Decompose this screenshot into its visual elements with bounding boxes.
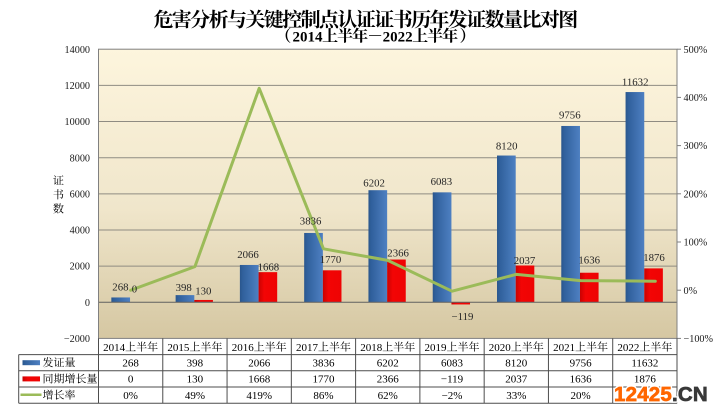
svg-text:0%: 0% — [684, 286, 698, 297]
svg-text:11632: 11632 — [631, 357, 658, 369]
svg-text:500%: 500% — [684, 45, 708, 56]
svg-text:1668: 1668 — [248, 374, 271, 386]
svg-text:268: 268 — [122, 357, 139, 369]
svg-text:2018: 2018 — [360, 342, 383, 354]
svg-text:14000: 14000 — [65, 45, 90, 56]
svg-text:2021: 2021 — [553, 342, 575, 354]
svg-text:2022: 2022 — [617, 342, 639, 354]
svg-text:6202: 6202 — [377, 357, 399, 369]
svg-text:0: 0 — [132, 284, 137, 296]
svg-text:268: 268 — [112, 281, 128, 293]
svg-text:2066: 2066 — [237, 249, 259, 261]
svg-text:−2000: −2000 — [64, 334, 90, 345]
svg-text:0: 0 — [128, 374, 134, 386]
svg-text:398: 398 — [187, 357, 204, 369]
svg-text:33%: 33% — [506, 390, 526, 402]
svg-text:1636: 1636 — [578, 255, 600, 267]
svg-text:8000: 8000 — [70, 153, 90, 164]
svg-text:400%: 400% — [684, 93, 708, 104]
svg-text:200%: 200% — [684, 189, 708, 200]
svg-text:2066: 2066 — [248, 357, 271, 369]
svg-text:2014: 2014 — [103, 342, 126, 354]
svg-text:0: 0 — [85, 298, 90, 309]
svg-text:100%: 100% — [684, 238, 708, 249]
svg-text:86%: 86% — [313, 390, 333, 402]
svg-text:1770: 1770 — [320, 254, 342, 266]
svg-text:8120: 8120 — [496, 141, 518, 153]
svg-text:1876: 1876 — [634, 374, 657, 386]
svg-text:−119: −119 — [452, 311, 474, 323]
svg-text:0%: 0% — [123, 390, 138, 402]
svg-text:2015: 2015 — [167, 342, 190, 354]
svg-text:6083: 6083 — [431, 176, 453, 188]
svg-text:2037: 2037 — [505, 374, 528, 386]
svg-text:62%: 62% — [378, 390, 398, 402]
svg-text:9756: 9756 — [559, 110, 581, 122]
svg-text:2014: 2014 — [293, 29, 324, 45]
svg-text:20%: 20% — [570, 390, 590, 402]
svg-text:12425.CN: 12425.CN — [614, 383, 708, 406]
svg-text:−100%: −100% — [684, 334, 714, 345]
svg-text:2037: 2037 — [514, 255, 536, 267]
svg-text:−2%: −2% — [442, 390, 463, 402]
svg-text:419%: 419% — [246, 390, 272, 402]
svg-text:1770: 1770 — [312, 374, 335, 386]
svg-text:8120: 8120 — [505, 357, 528, 369]
svg-text:2000: 2000 — [70, 262, 90, 273]
svg-text:3836: 3836 — [300, 216, 322, 228]
svg-text:3836: 3836 — [312, 357, 335, 369]
svg-text:9756: 9756 — [570, 357, 593, 369]
svg-text:4000: 4000 — [70, 226, 90, 237]
svg-text:2020: 2020 — [489, 342, 512, 354]
svg-text:2019: 2019 — [425, 342, 448, 354]
svg-text:130: 130 — [187, 374, 204, 386]
svg-text:2022: 2022 — [383, 29, 413, 45]
svg-text:1668: 1668 — [258, 262, 280, 274]
svg-text:1636: 1636 — [570, 374, 593, 386]
svg-text:6202: 6202 — [363, 178, 385, 190]
svg-text:2017: 2017 — [296, 342, 319, 354]
svg-text:2016: 2016 — [232, 342, 255, 354]
svg-text:130: 130 — [195, 285, 211, 297]
svg-text:12000: 12000 — [65, 81, 90, 92]
svg-text:10000: 10000 — [65, 117, 90, 128]
svg-text:6083: 6083 — [441, 357, 464, 369]
svg-text:6000: 6000 — [70, 189, 90, 200]
svg-text:11632: 11632 — [622, 76, 649, 88]
svg-text:2366: 2366 — [377, 374, 400, 386]
svg-text:1876: 1876 — [643, 252, 665, 264]
svg-text:398: 398 — [176, 282, 192, 294]
svg-text:49%: 49% — [185, 390, 205, 402]
svg-text:300%: 300% — [684, 141, 708, 152]
svg-text:12425.CN: 12425.CN — [614, 383, 708, 406]
svg-text:2366: 2366 — [387, 248, 409, 260]
svg-text:−119: −119 — [441, 374, 464, 386]
